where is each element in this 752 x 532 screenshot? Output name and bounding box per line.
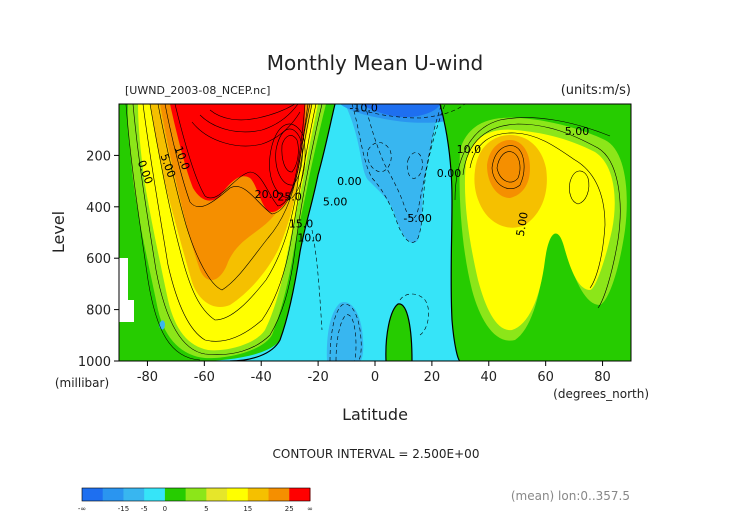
contour-label: 5.00 — [565, 125, 590, 138]
y-axis-units: (millibar) — [55, 376, 109, 390]
x-tick-label: 40 — [481, 370, 498, 385]
contour-label: 0.00 — [337, 175, 362, 188]
colorbar-tick-label: -∞ — [78, 505, 86, 513]
band-neg15-trop — [360, 104, 440, 118]
colorbar-segment — [289, 488, 311, 501]
band-p25-south — [170, 104, 305, 213]
missing-data — [119, 258, 134, 322]
x-tick-label: -60 — [194, 370, 215, 385]
x-tick-label: -20 — [307, 370, 328, 385]
contour-label: -10.0 — [349, 102, 377, 115]
x-tick-label: -40 — [251, 370, 272, 385]
colorbar-tick-label: 25 — [285, 505, 294, 513]
band-p10-north-island — [563, 162, 596, 211]
colorbar-tick-label: 15 — [243, 505, 252, 513]
x-axis-label: Latitude — [342, 405, 408, 424]
contour-label: 20.0 — [255, 188, 280, 201]
contour-lines-dashed — [311, 104, 466, 361]
colorbar-segment — [164, 488, 187, 501]
colorbar-tick-label: ∞ — [307, 505, 313, 513]
band-neg5-trop — [345, 104, 440, 243]
y-tick-label: 600 — [86, 252, 111, 267]
contour-label: 0.00 — [437, 167, 462, 180]
contour-lines-thick — [229, 104, 461, 361]
units-label: (units:m/s) — [561, 83, 631, 98]
contour-label: 5.00 — [514, 211, 531, 237]
colorbar-tick-label: 5 — [204, 505, 208, 513]
colorbar-tick-label: 0 — [163, 505, 167, 513]
y-tick-label: 200 — [86, 149, 111, 164]
contour-label: 10.0 — [457, 143, 482, 156]
colorbar-segment — [227, 488, 249, 501]
colorbar-tick-label: -15 — [118, 505, 129, 513]
colorbar-segment — [268, 488, 290, 501]
contour-label: 25.0 — [277, 190, 302, 203]
y-axis: 200 400 600 800 1000 — [78, 149, 119, 370]
band-p0-low — [385, 303, 412, 361]
colorbar-segment — [82, 488, 104, 501]
colorbar-segment — [123, 488, 145, 501]
colorbar-segment — [206, 488, 228, 501]
x-tick-label: 0 — [371, 370, 379, 385]
colorbar-frame — [81, 487, 311, 502]
contour-lines — [125, 104, 621, 361]
colorbar-segment — [247, 488, 270, 501]
y-tick-label: 400 — [86, 201, 111, 216]
x-axis-units: (degrees_north) — [553, 387, 649, 401]
band-neg5-low — [326, 302, 364, 361]
contour-label: 5.00 — [323, 196, 348, 209]
band-p20-north — [487, 140, 530, 198]
y-tick-label: 1000 — [78, 355, 111, 370]
contour-interval: CONTOUR INTERVAL = 2.500E+00 — [273, 447, 480, 461]
contour-label: 10.0 — [297, 231, 322, 244]
x-axis: -80 -60 -40 -20 0 20 40 60 80 — [137, 361, 611, 385]
colorbar-segment — [185, 488, 207, 501]
colorbar-segment — [144, 488, 166, 501]
plot-area — [119, 104, 631, 361]
y-axis-label: Level — [49, 211, 68, 253]
colorbar-tick-label: -5 — [141, 505, 148, 513]
dataset-label: [UWND_2003-08_NCEP.nc] — [125, 84, 270, 97]
x-tick-label: 60 — [537, 370, 554, 385]
colorbar-segment — [102, 488, 124, 501]
contour-label: -5.00 — [403, 212, 431, 225]
y-tick-label: 800 — [86, 304, 111, 319]
footer-note: (mean) lon:0..357.5 — [511, 489, 630, 503]
x-tick-label: -80 — [137, 370, 158, 385]
contour-label: 15.0 — [289, 217, 314, 230]
x-tick-label: 20 — [424, 370, 441, 385]
x-tick-label: 80 — [594, 370, 611, 385]
colorbar: -∞ -15 -5 0 5 15 25 ∞ — [78, 487, 313, 513]
chart-title: Monthly Mean U-wind — [267, 51, 483, 75]
